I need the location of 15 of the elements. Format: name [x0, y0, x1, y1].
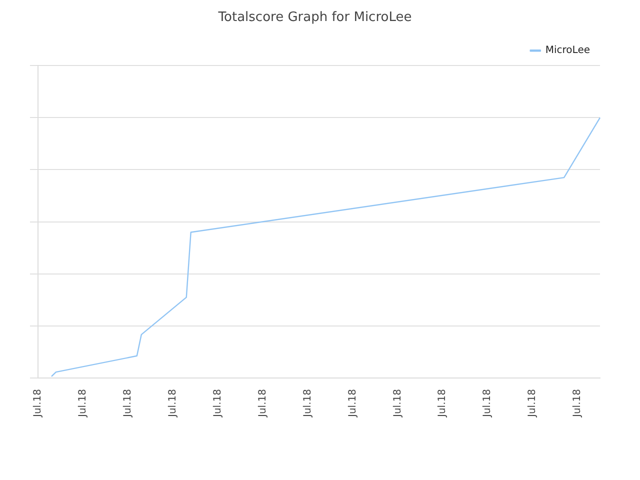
x-tick-label: Jul.18 [122, 389, 134, 418]
x-tick-label: Jul.18 [212, 389, 224, 418]
x-tick-label: Jul.18 [392, 389, 404, 418]
x-tick-label: Jul.18 [32, 389, 44, 418]
x-tick-label: Jul.18 [482, 389, 494, 418]
x-tick-label: Jul.18 [437, 389, 448, 418]
legend-label: MicroLee [545, 45, 590, 56]
x-tick-label: Jul.18 [167, 389, 178, 418]
x-tick-label: Jul.18 [257, 389, 268, 418]
chart-title: Totalscore Graph for MicroLee [217, 10, 412, 26]
x-tick-label: Jul.18 [572, 389, 584, 418]
x-tick-label: Jul.18 [78, 389, 89, 418]
x-tick-label: Jul.18 [527, 389, 538, 418]
x-tick-label: Jul.18 [347, 389, 358, 418]
x-tick-label: Jul.18 [302, 389, 314, 418]
